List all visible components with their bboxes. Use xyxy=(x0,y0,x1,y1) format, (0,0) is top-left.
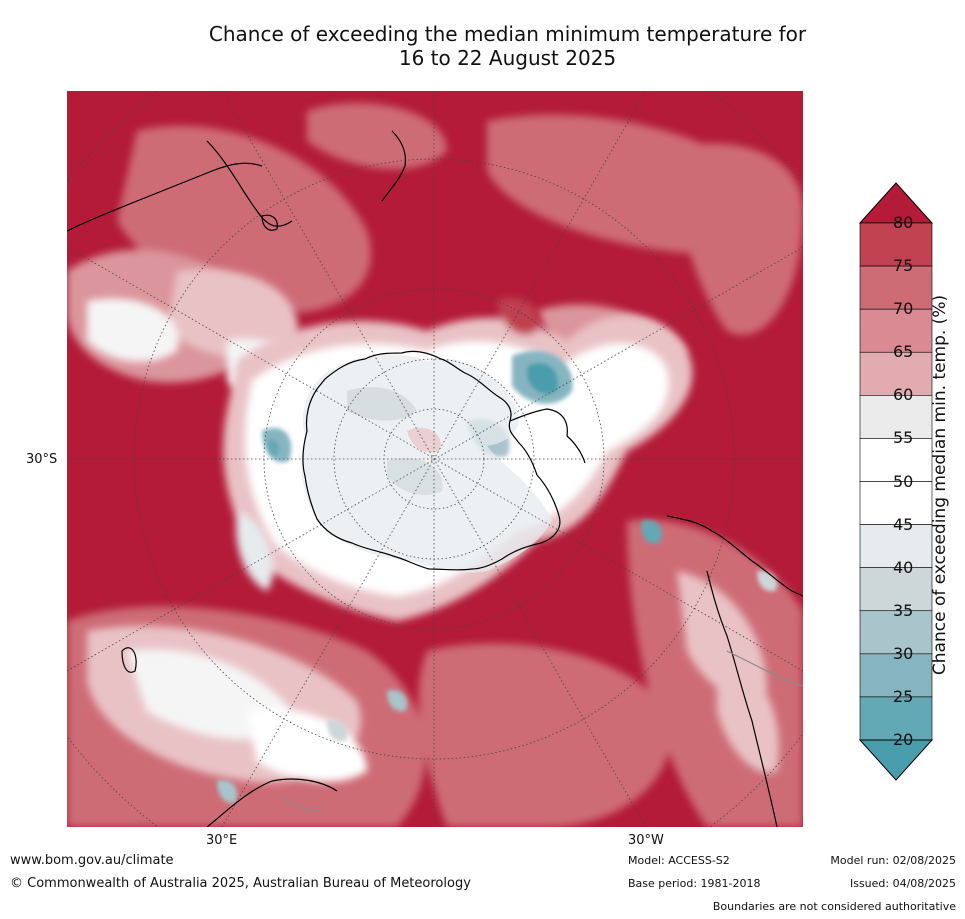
colorbar-bin xyxy=(859,481,933,525)
footer-url: www.bom.gov.au/climate xyxy=(10,853,174,868)
new-zealand xyxy=(381,130,407,202)
colorbar-lower-arrow xyxy=(858,739,934,781)
colorbar-tick-label: 25 xyxy=(893,686,914,706)
longitude-label-west: 30°W xyxy=(628,833,664,848)
colorbar-tick-label: 45 xyxy=(893,514,914,534)
map-title: Chance of exceeding the median minimum t… xyxy=(150,22,865,70)
colorbar-tick-label: 70 xyxy=(893,299,914,319)
colorbar-tick-label: 60 xyxy=(893,385,914,405)
latitude-label: 30°S xyxy=(26,452,58,467)
colorbar-tick-label: 65 xyxy=(893,342,914,362)
antarctica-coastline xyxy=(302,350,561,571)
colorbar-bin xyxy=(859,265,933,310)
colorbar-tick-label: 35 xyxy=(893,600,914,620)
colorbar-bin xyxy=(859,222,933,267)
footer-disclaimer: Boundaries are not considered authoritat… xyxy=(712,900,956,913)
footer-base-period: Base period: 1981-2018 xyxy=(628,877,761,890)
australia-coastline xyxy=(67,162,263,232)
footer-model-run: Model run: 02/08/2025 xyxy=(830,854,956,867)
title-line-2: 16 to 22 August 2025 xyxy=(398,46,617,70)
longitude-label-east: 30°E xyxy=(206,833,238,848)
colorbar-tick-label: 40 xyxy=(893,557,914,577)
south-america-coastline xyxy=(666,515,803,597)
polar-map xyxy=(67,91,803,827)
footer-issued: Issued: 04/08/2025 xyxy=(849,877,956,890)
colorbar-tick-label: 20 xyxy=(893,730,914,749)
colorbar-bin xyxy=(859,610,933,655)
coastlines xyxy=(67,130,803,827)
colorbar-bin xyxy=(859,395,933,439)
colorbar-bins xyxy=(859,222,933,741)
colorbar-bin xyxy=(859,308,933,353)
map-canvas xyxy=(67,91,803,827)
antarctica-interior xyxy=(301,354,552,573)
colorbar xyxy=(858,182,934,781)
colorbar-bin xyxy=(859,653,933,698)
antarctic-peninsula xyxy=(509,408,586,464)
tasmania xyxy=(261,214,278,231)
footer-copyright: © Commonwealth of Australia 2025, Austra… xyxy=(10,876,471,891)
colorbar-bin xyxy=(859,524,933,568)
title-line-1: Chance of exceeding the median minimum t… xyxy=(208,22,807,46)
colorbar-tick-label: 55 xyxy=(893,428,914,448)
africa-coastline xyxy=(206,778,338,827)
australia-south-coast xyxy=(206,140,293,227)
footer-model: Model: ACCESS-S2 xyxy=(628,854,730,867)
colorbar-label: Chance of exceeding median min. temp. (%… xyxy=(930,294,950,676)
madagascar xyxy=(121,647,137,673)
colorbar-tick-label: 75 xyxy=(893,256,914,276)
country-borders xyxy=(281,650,803,812)
colorbar-tick-label: 80 xyxy=(893,213,914,232)
colorbar-tick-label: 30 xyxy=(893,643,914,663)
graticule xyxy=(67,91,803,827)
colorbar-bin xyxy=(859,567,933,612)
south-america-west-coast xyxy=(706,570,778,827)
colorbar-bin xyxy=(859,351,933,396)
colorbar-tick-label: 50 xyxy=(893,471,914,491)
